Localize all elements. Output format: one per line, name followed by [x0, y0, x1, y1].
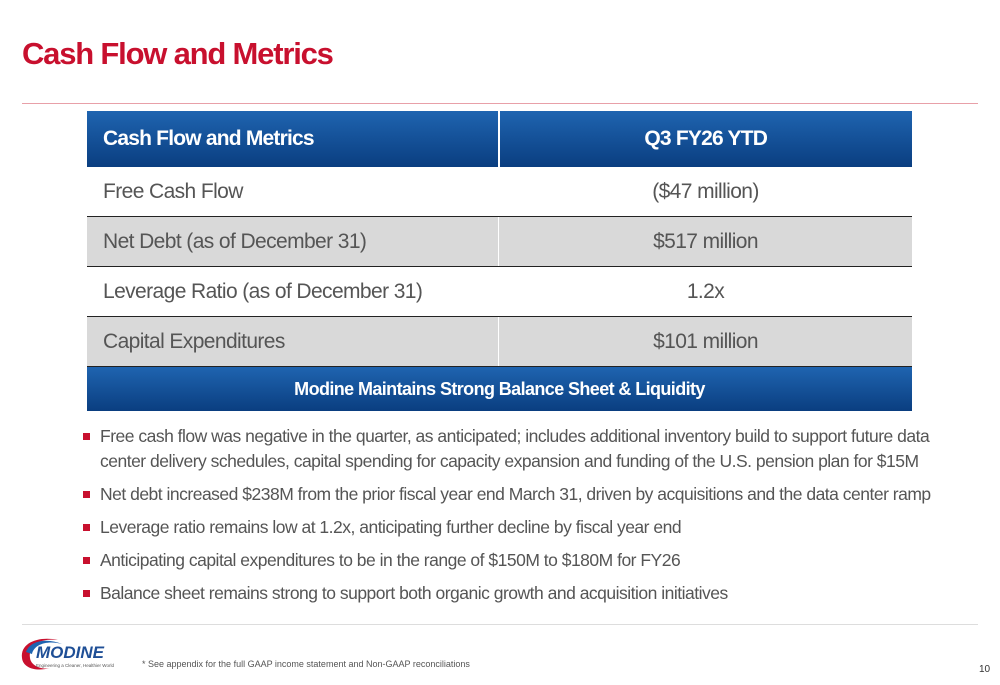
- column-header: Cash Flow and Metrics: [87, 111, 500, 167]
- footnote: * See appendix for the full GAAP income …: [142, 659, 470, 669]
- cell: $517 million: [498, 216, 912, 267]
- bullet: Leverage ratio remains low at 1.2x, anti…: [80, 515, 960, 540]
- bullet-list: Free cash flow was negative in the quart…: [80, 424, 960, 614]
- bullet: Balance sheet remains strong to support …: [80, 581, 960, 606]
- logo-text: MODINE: [36, 643, 105, 662]
- metrics-table: Cash Flow and Metrics Q3 FY26 YTD Free Ca…: [87, 111, 912, 367]
- column-header: Q3 FY26 YTD: [498, 111, 912, 167]
- footer-divider: [22, 624, 978, 625]
- cell: Capital Expenditures: [87, 316, 499, 367]
- logo: MODINE Engineering a Cleaner, Healthier …: [21, 638, 114, 670]
- cell: Leverage Ratio (as of December 31): [87, 266, 499, 317]
- logo-tagline: Engineering a Cleaner, Healthier World: [36, 663, 114, 668]
- cell: ($47 million): [498, 167, 912, 217]
- logo-swoosh: [26, 640, 62, 654]
- cell: Net Debt (as of December 31): [87, 216, 499, 267]
- page-number: 10: [979, 664, 991, 675]
- bullet: Free cash flow was negative in the quart…: [80, 424, 960, 474]
- cell: 1.2x: [498, 266, 912, 317]
- banner: Modine Maintains Strong Balance Sheet & …: [87, 367, 912, 411]
- cell: Free Cash Flow: [87, 167, 499, 217]
- title: Cash Flow and Metrics: [22, 36, 334, 71]
- bullet: Net debt increased $238M from the prior …: [80, 482, 960, 507]
- cell: $101 million: [498, 316, 912, 367]
- divider: [22, 103, 978, 104]
- bullet: Anticipating capital expenditures to be …: [80, 548, 960, 573]
